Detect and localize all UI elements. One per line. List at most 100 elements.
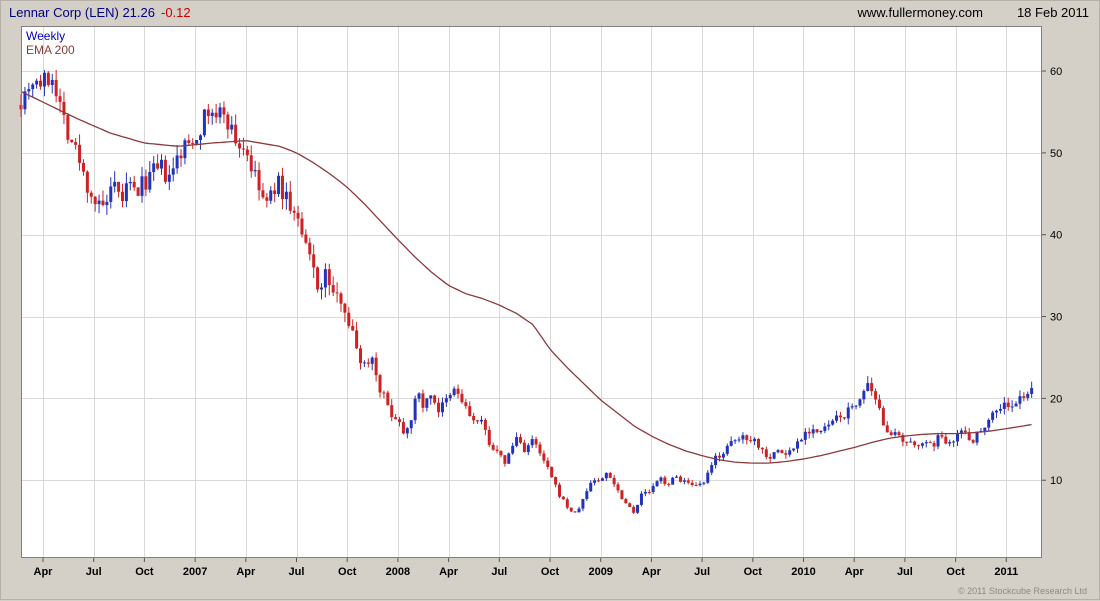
candle-body (862, 390, 866, 400)
candle-body (780, 450, 784, 454)
candle-body (167, 174, 171, 182)
candle-body (128, 181, 132, 184)
candle-body (866, 383, 870, 391)
candle-body (944, 436, 948, 444)
candle-body (327, 269, 331, 286)
candle-body (378, 375, 382, 393)
candle-body (218, 107, 222, 118)
candle-body (191, 143, 195, 145)
candle-body (647, 491, 651, 493)
x-tick-label: Jul (86, 566, 102, 578)
candle-body (534, 439, 538, 445)
candle-body (468, 406, 472, 416)
candle-body (355, 330, 359, 349)
candle-body (854, 405, 858, 407)
candle-body (46, 72, 50, 86)
candle-body (663, 477, 667, 485)
x-tick-label: Oct (744, 566, 763, 578)
candle-body (799, 439, 803, 442)
candle-body (749, 440, 753, 442)
candle-body (920, 443, 924, 446)
candle-body (612, 477, 616, 485)
ema-line (20, 90, 1032, 464)
candle-body (573, 511, 577, 513)
candle-body (753, 438, 757, 442)
candle-body (269, 190, 273, 201)
candle-body (273, 190, 277, 195)
candle-body (195, 140, 199, 144)
candle-body (940, 435, 944, 437)
candle-body (370, 357, 374, 364)
candle-body (78, 144, 82, 163)
candle-body (881, 408, 885, 426)
x-tick-label: Apr (439, 566, 459, 578)
candle-body (760, 447, 764, 450)
candle-body (518, 437, 522, 443)
x-tick-label: Oct (541, 566, 560, 578)
candle-body (339, 293, 343, 304)
candle-body (230, 124, 234, 130)
grid-layer (21, 26, 1042, 558)
candle-body (554, 477, 558, 485)
candle-body (425, 398, 429, 408)
candle-body (163, 159, 167, 182)
candle-body (31, 84, 35, 90)
candle-body (343, 303, 347, 313)
candle-body (261, 190, 265, 198)
candle-body (991, 412, 995, 420)
candle-body (417, 393, 421, 399)
candle-body (183, 140, 187, 159)
candle-body (877, 399, 881, 409)
candle-body (27, 89, 31, 92)
candle-body (374, 357, 378, 376)
candle-body (136, 187, 140, 196)
candle-body (316, 267, 320, 290)
candle-body (206, 109, 210, 116)
candle-body (386, 392, 390, 406)
candle-body (472, 415, 476, 421)
candle-body (335, 292, 339, 294)
candle-body (382, 392, 386, 394)
candle-body (390, 405, 394, 418)
candle-body (42, 72, 46, 87)
candle-body (323, 269, 327, 288)
candle-body (897, 432, 901, 436)
timeframe-label: Weekly (26, 29, 66, 43)
candle-body (66, 115, 70, 140)
candle-body (148, 172, 152, 190)
candle-body (916, 445, 920, 447)
candle-body (74, 142, 78, 145)
candle-body (300, 218, 304, 235)
candle-body (636, 504, 640, 513)
candle-body (202, 109, 206, 136)
candle-body (741, 435, 745, 440)
candle-body (550, 466, 554, 478)
candle-body (35, 80, 39, 85)
candle-body (495, 449, 499, 451)
candle-body (909, 441, 913, 443)
candle-body (792, 448, 796, 451)
candle-body (1030, 388, 1034, 394)
candle-body (975, 431, 979, 443)
candle-body (893, 432, 897, 435)
candle-body (429, 395, 433, 399)
candle-body (1018, 396, 1022, 404)
candle-body (995, 410, 999, 413)
candle-body (401, 422, 405, 434)
candle-body (772, 452, 776, 459)
y-tick-label: 60 (1050, 66, 1062, 78)
candle-body (721, 453, 725, 458)
candle-body (885, 425, 889, 433)
candle-body (522, 442, 526, 452)
candle-body (93, 196, 97, 205)
candle-body (292, 210, 296, 213)
candle-body (764, 449, 768, 457)
candle-body (690, 482, 694, 485)
candle-body (846, 407, 850, 419)
candle-body (351, 325, 355, 331)
x-tick-label: Jul (289, 566, 305, 578)
candle-body (842, 417, 846, 419)
candle-body (437, 402, 441, 413)
candle-body (827, 424, 831, 427)
candle-body (249, 155, 253, 172)
